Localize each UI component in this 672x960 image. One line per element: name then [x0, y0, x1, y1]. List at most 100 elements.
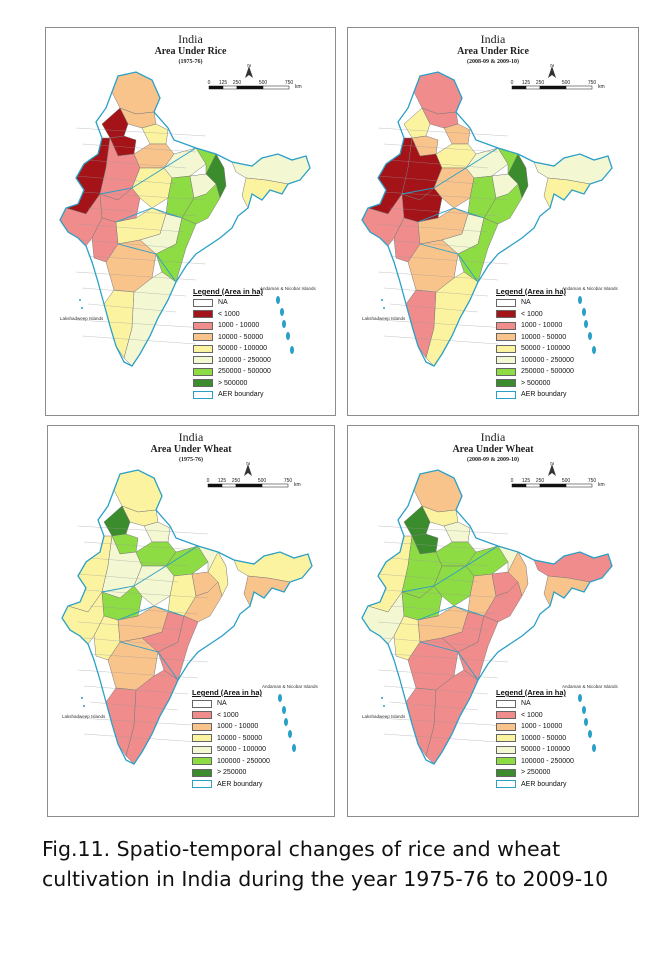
district-line	[75, 127, 207, 137]
legend-label: 50000 - 100000	[521, 345, 571, 353]
map-legend: Legend (Area in ha) NA < 1000 1000 - 10000 1…	[192, 688, 270, 790]
legend-swatch	[192, 757, 212, 766]
aer-boundary-outline	[361, 469, 613, 765]
andaman-island	[582, 706, 586, 714]
district-line	[389, 653, 509, 663]
andaman-island	[584, 320, 588, 328]
legend-label: 100000 - 250000	[521, 757, 574, 765]
india-map: Andaman & Nicobar Islands Lakshadweep Isl…	[59, 71, 316, 367]
legend-swatch	[193, 310, 213, 319]
legend-title: Legend (Area in ha)	[496, 287, 567, 296]
district-line	[77, 621, 189, 631]
district-line	[81, 335, 197, 345]
lakshadweep-label: Lakshadweep Islands	[362, 316, 406, 321]
legend-swatch	[193, 344, 213, 353]
map-country-title: India	[178, 32, 203, 46]
lakshadweep-island	[383, 307, 385, 309]
legend-item: 100000 - 250000	[496, 355, 574, 367]
aer-boundary-inner	[401, 545, 499, 681]
legend-label: 1000 - 10000	[217, 723, 259, 731]
scale-segment	[262, 85, 290, 90]
map-title: Area Under Wheat	[150, 444, 232, 455]
legend-swatch	[193, 333, 213, 342]
legend-label: NA	[218, 299, 228, 307]
legend-item: < 1000	[192, 710, 270, 722]
legend-item: > 500000	[193, 378, 271, 390]
legend-item: NA	[496, 698, 574, 710]
map-period: (1975-76)	[179, 457, 203, 463]
legend-label: 100000 - 250000	[218, 356, 271, 364]
legend-item: < 1000	[496, 710, 574, 722]
scale-tick-label: 750	[588, 80, 597, 86]
legend-label: 10000 - 50000	[521, 333, 567, 341]
andaman-island	[584, 718, 588, 726]
legend-label: AER boundary	[218, 391, 264, 399]
legend-item: 50000 - 100000	[496, 343, 574, 355]
district-line	[89, 557, 189, 567]
district-line	[383, 637, 479, 647]
district-line	[83, 541, 199, 551]
legend-label: 250000 - 500000	[218, 368, 271, 376]
scale-tick-label: 0	[208, 80, 211, 86]
district-line	[383, 541, 499, 551]
legend-item: 10000 - 50000	[192, 733, 270, 745]
legend-swatch	[193, 390, 213, 399]
andaman-label: Andaman & Nicobar Islands	[562, 684, 618, 689]
legend-swatch	[496, 768, 516, 777]
legend-swatch	[496, 711, 516, 720]
district-line	[383, 239, 479, 249]
district-line	[75, 223, 187, 233]
india-map: Andaman & Nicobar Islands Lakshadweep Isl…	[361, 469, 618, 765]
district-line	[377, 717, 509, 727]
legend-title: Legend (Area in ha)	[496, 688, 567, 697]
legend-label: > 500000	[218, 379, 248, 387]
india-map: Andaman & Nicobar Islands Lakshadweep Isl…	[61, 469, 318, 765]
district-line	[389, 255, 509, 265]
legend-swatch	[192, 768, 212, 777]
legend-swatch	[192, 699, 212, 708]
caption-line-2: cultivation in India during the year 197…	[42, 867, 609, 891]
scale-tick-label: 0	[511, 478, 514, 484]
lakshadweep-island	[381, 697, 383, 699]
andaman-island	[282, 706, 286, 714]
legend-swatch	[496, 745, 516, 754]
district-line	[81, 143, 197, 153]
map-period: (2008-09 & 2009-10)	[467, 59, 519, 65]
legend-item: 100000 - 250000	[193, 355, 271, 367]
scale-tick-label: 0	[207, 478, 210, 484]
legend-label: 10000 - 50000	[217, 734, 263, 742]
map-panel-rice-2009: India Area Under Rice (2008-09 & 2009-10) N…	[347, 27, 639, 416]
legend-swatch	[496, 379, 516, 388]
aer-boundary-inner	[99, 147, 197, 283]
andaman-island	[276, 296, 280, 304]
district-line	[377, 223, 489, 233]
scale-tick-label: 125	[219, 80, 228, 86]
scale-tick-label: 250	[233, 80, 242, 86]
legend-label: < 1000	[521, 711, 543, 719]
scale-tick-label: 125	[218, 478, 227, 484]
legend-swatch	[496, 333, 516, 342]
legend-swatch	[496, 298, 516, 307]
india-map: Andaman & Nicobar Islands Lakshadweep Isl…	[361, 71, 618, 367]
andaman-label: Andaman & Nicobar Islands	[260, 286, 316, 291]
north-arrow-icon	[548, 66, 556, 78]
legend-item: 50000 - 100000	[192, 744, 270, 756]
scale-tick-label: 250	[232, 478, 241, 484]
andaman-island	[588, 332, 592, 340]
north-label: N	[550, 64, 554, 69]
andaman-island	[578, 296, 582, 304]
legend-item: AER boundary	[193, 389, 271, 401]
legend-item: 100000 - 250000	[496, 756, 574, 768]
legend-item: 10000 - 50000	[193, 332, 271, 344]
legend-item: 50000 - 100000	[193, 343, 271, 355]
map-country-title: India	[178, 430, 204, 444]
andaman-island	[280, 308, 284, 316]
andaman-island	[582, 308, 586, 316]
legend-label: 50000 - 100000	[218, 345, 268, 353]
legend-swatch	[192, 711, 212, 720]
district-line	[383, 143, 499, 153]
legend-item: NA	[192, 698, 270, 710]
scale-tick-label: 500	[562, 80, 571, 86]
